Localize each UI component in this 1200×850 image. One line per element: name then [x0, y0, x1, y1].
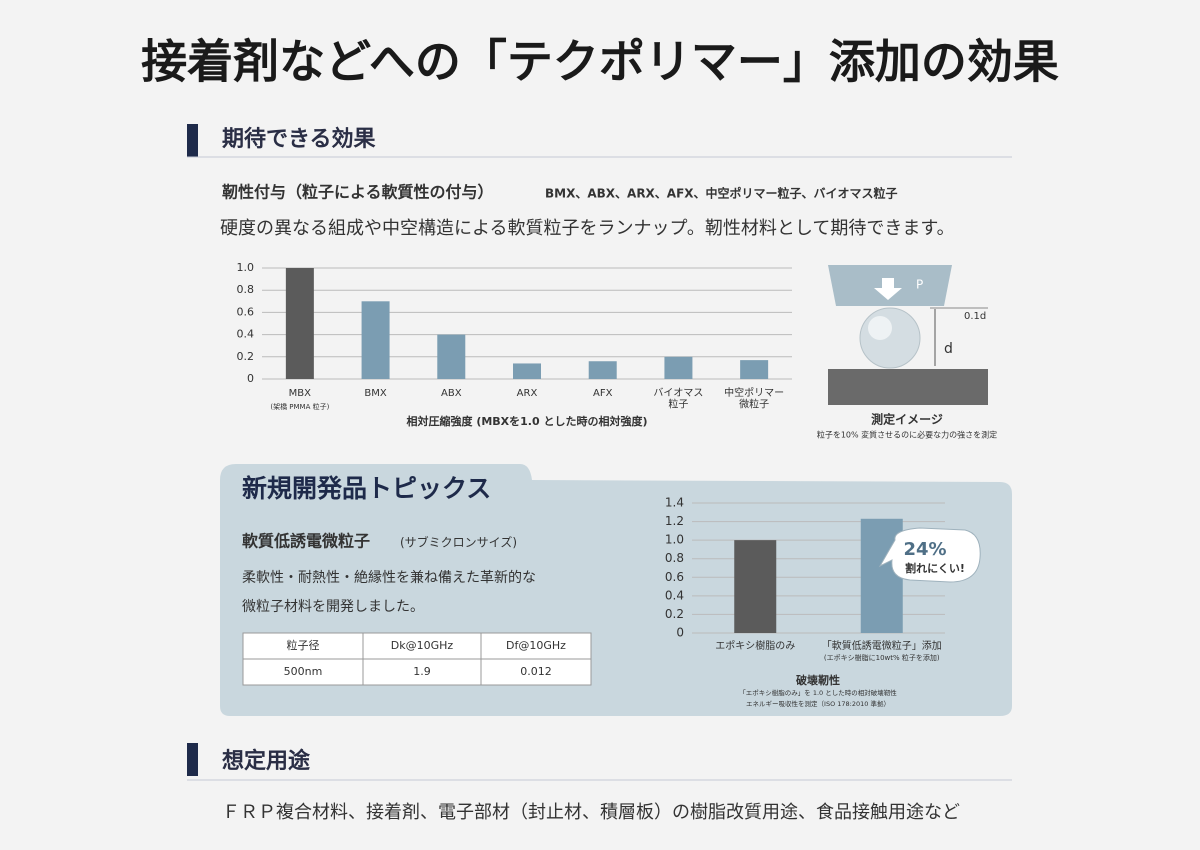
y-tick-label: 1.2	[665, 514, 684, 528]
bar	[664, 356, 693, 379]
section-heading: 想定用途	[222, 748, 311, 774]
bar	[588, 361, 617, 379]
y-tick-label: 1.0	[665, 533, 684, 547]
table-cell: 500nm	[284, 665, 323, 678]
diagram-note: 粒子を10% 変質させるのに必要な力の強さを測定	[817, 430, 997, 440]
x-tick-label: 「軟質低誘電微粒子」添加	[822, 639, 942, 652]
bar	[361, 301, 390, 379]
x-axis-label: 破壊靭性	[796, 673, 840, 687]
y-tick-label: 0.2	[237, 350, 255, 363]
table-header: Dk@10GHz	[391, 639, 454, 652]
chart-note: エネルギー吸収性を測定（ISO 178:2010 準拠）	[746, 699, 890, 708]
force-label: P	[916, 278, 923, 292]
callout-value: 24%	[903, 539, 946, 560]
table-cell: 1.9	[413, 665, 431, 678]
x-tick-label: バイオマス粒子	[653, 387, 703, 411]
heading-marker	[187, 743, 198, 776]
callout-text: 割れにくい!	[905, 561, 965, 575]
diameter-label: d	[944, 341, 953, 357]
product-note: (サブミクロンサイズ)	[400, 535, 517, 550]
y-tick-label: 0.6	[237, 305, 255, 318]
highlight	[868, 316, 892, 340]
y-tick-label: 0.6	[665, 570, 684, 584]
table-cell: 0.012	[520, 665, 552, 678]
category-note: (架橋 PMMA 粒子)	[270, 402, 329, 411]
product-name: 軟質低誘電微粒子	[242, 532, 370, 551]
x-tick-label: ABX	[441, 388, 462, 399]
bar	[734, 540, 777, 633]
section-heading: 期待できる効果	[222, 126, 376, 152]
x-tick-label: ARX	[517, 388, 538, 399]
table-header: Df@10GHz	[506, 639, 566, 652]
bar	[513, 363, 541, 379]
y-tick-label: 1.4	[665, 496, 684, 510]
callout	[878, 527, 981, 583]
y-tick-label: 1.0	[237, 261, 255, 274]
topics-description: 柔軟性・耐熱性・絶縁性を兼ね備えた革新的な	[242, 570, 536, 586]
description: 硬度の異なる組成や中空構造による軟質粒子をランナップ。靭性材料として期待できます…	[220, 218, 955, 239]
y-tick-label: 0.8	[665, 551, 684, 565]
diagram: P 0.1d d 測定イメージ 粒子を10% 変質させるのに必要な力の強さを測定	[817, 265, 997, 440]
topics-description: 微粒子材料を開発しました。	[242, 599, 424, 615]
x-tick-label: 中空ポリマー微粒子	[724, 386, 784, 411]
deform-label: 0.1d	[964, 311, 986, 322]
bar	[437, 334, 466, 379]
y-tick-label: 0	[247, 372, 254, 385]
x-tick-label: MBX	[289, 388, 311, 399]
usage-text: ＦＲＰ複合材料、接着剤、電子部材（封止材、積層板）の樹脂改質用途、食品接触用途な…	[222, 802, 960, 823]
x-tick-label: エポキシ樹脂のみ	[715, 639, 795, 652]
x-axis-label: 相対圧縮強度 (MBXを1.0 とした時の相対強度)	[406, 414, 647, 428]
y-tick-label: 0	[676, 626, 684, 640]
particle	[859, 307, 921, 369]
bar	[740, 360, 769, 379]
y-tick-label: 0.4	[237, 328, 255, 341]
page-title: 接着剤などへの「テクポリマー」添加の効果	[141, 35, 1059, 89]
y-tick-label: 0.4	[665, 588, 684, 602]
x-tick-label: AFX	[593, 388, 613, 399]
subtitle: 靭性付与（粒子による軟質性の付与）	[222, 183, 494, 202]
base	[828, 369, 988, 405]
topics-heading: 新規開発品トピックス	[242, 474, 491, 503]
table-header: 粒子径	[287, 638, 320, 652]
diagram-caption: 測定イメージ	[871, 412, 943, 427]
spec-table	[242, 632, 592, 686]
category-note: (エポキシ樹脂に10wt% 粒子を添加)	[824, 653, 940, 662]
x-tick-label: BMX	[364, 388, 386, 399]
arrow	[874, 278, 902, 300]
heading-marker	[187, 124, 198, 157]
y-tick-label: 0.8	[237, 283, 255, 296]
chart-note: 「エポキシ樹脂のみ」を 1.0 とした時の相対破壊靭性	[739, 688, 897, 697]
bar	[285, 268, 314, 379]
y-tick-label: 0.2	[665, 607, 684, 621]
subtitle-items: BMX、ABX、ARX、AFX、中空ポリマー粒子、バイオマス粒子	[545, 186, 898, 201]
